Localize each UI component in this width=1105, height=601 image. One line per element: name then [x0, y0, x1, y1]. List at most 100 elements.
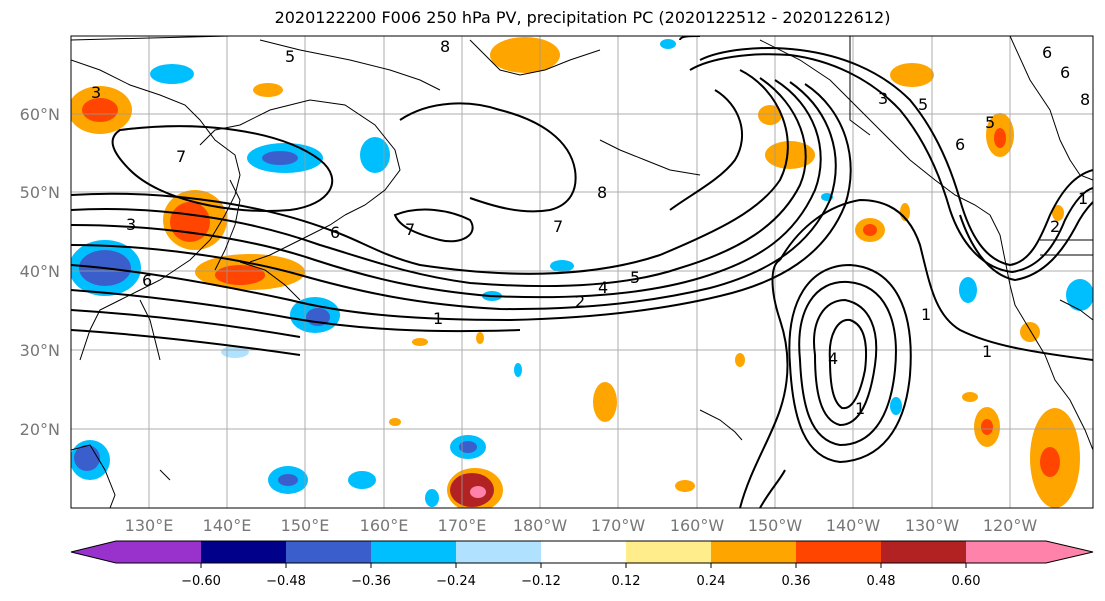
precip-anomaly-fields [71, 37, 1093, 508]
precip-negative-patch [348, 471, 376, 489]
lat-label: 60°N [20, 105, 60, 124]
lon-label: 140°W [826, 516, 881, 535]
map-title: 2020122200 F006 250 hPa PV, precipitatio… [274, 8, 891, 27]
lon-label: 120°W [983, 516, 1038, 535]
precip-positive-patch [1040, 447, 1060, 477]
precip-positive-patch [758, 105, 782, 125]
pv-contour-label: 1 [982, 342, 992, 361]
pv-contour-label: 5 [985, 113, 995, 132]
lat-label: 20°N [20, 420, 60, 439]
lon-label: 150°W [748, 516, 803, 535]
colorbar-segment [201, 541, 287, 563]
colorbar-tick-label: −0.24 [436, 574, 476, 589]
colorbar-tick-label: −0.36 [351, 574, 391, 589]
pv-contour-label: 6 [142, 271, 152, 290]
longitude-labels: 130°E 140°E 150°E 160°E 170°E 180°W 170°… [125, 516, 1038, 535]
precip-positive-patch [170, 202, 210, 242]
colorbar-segment [796, 541, 882, 563]
precip-positive-patch [476, 332, 484, 344]
coastlines [71, 36, 1093, 508]
lat-label: 30°N [20, 341, 60, 360]
precip-positive-patch [675, 480, 695, 492]
precip-negative-patch [278, 474, 298, 486]
colorbar-tick-label: −0.48 [266, 574, 306, 589]
map-frame [70, 35, 1094, 509]
precip-positive-patch [962, 392, 978, 402]
pv-contour-label: 8 [1080, 90, 1090, 109]
colorbar: −0.60 −0.48 −0.36 −0.24 −0.12 0.12 0.24 … [70, 540, 1094, 589]
precip-negative-patch [74, 445, 100, 471]
pv-contour-label: 8 [440, 37, 450, 56]
colorbar-segment [541, 541, 627, 563]
precip-positive-patch [994, 128, 1006, 148]
precip-positive-patch [593, 382, 617, 422]
colorbar-tick-label: −0.60 [181, 574, 221, 589]
precip-positive-patch [981, 419, 993, 435]
precip-positive-patch [765, 141, 815, 169]
pv-contour-label: 3 [91, 83, 101, 102]
map-panel: 5 8 6 7 3 6 1 7 6 8 7 4 5 2 1 1 1 4 5 3 … [71, 36, 1093, 508]
pv-contour-label: 2 [1050, 217, 1060, 236]
precip-positive-patch [389, 418, 401, 426]
colorbar-tick-label: 0.60 [952, 574, 981, 589]
lon-label: 180°W [513, 516, 568, 535]
precip-positive-patch [470, 486, 486, 498]
colorbar-max-extension [1046, 541, 1093, 563]
pv-contour-label: 8 [597, 183, 607, 202]
pv-contour-labels: 5 8 6 7 3 6 1 7 6 8 7 4 5 2 1 1 1 4 5 3 … [91, 37, 1090, 418]
pv-contour-label: 6 [1060, 63, 1070, 82]
pv-contour-label: 5 [285, 47, 295, 66]
pv-contour-label: 7 [553, 217, 563, 236]
precip-negative-patch [262, 151, 298, 165]
pv-contour-label: 5 [630, 268, 640, 287]
lon-label: 130°W [905, 516, 960, 535]
precip-negative-patch [360, 137, 390, 173]
colorbar-min-extension [71, 541, 117, 563]
lon-label: 160°E [360, 516, 409, 535]
pv-contour-label: 2 [575, 292, 585, 311]
lon-label: 160°W [670, 516, 725, 535]
colorbar-segment [966, 541, 1047, 563]
colorbar-segment [711, 541, 797, 563]
precip-positive-patch [253, 83, 283, 97]
precip-negative-patch [890, 397, 902, 415]
colorbar-tick-label: 0.48 [867, 574, 896, 589]
precip-positive-patch [890, 63, 934, 87]
pv-contour-label: 1 [921, 305, 931, 324]
precip-negative-patch [959, 277, 977, 303]
precip-negative-patch [425, 489, 439, 507]
precip-negative-patch [660, 39, 676, 49]
pv-contour-label: 6 [1042, 43, 1052, 62]
colorbar-outline [70, 540, 1094, 564]
precip-negative-patch [221, 346, 249, 358]
precip-negative-patch [459, 441, 477, 453]
pv-contour-label: 1 [1078, 189, 1088, 208]
precip-positive-patch [1020, 322, 1040, 342]
pv-contour-label: 7 [405, 220, 415, 239]
precip-positive-patch [735, 353, 745, 367]
lon-label: 140°E [203, 516, 252, 535]
pv-contour-label: 5 [918, 95, 928, 114]
pv-contour-label: 6 [330, 223, 340, 242]
colorbar-tick-label: −0.12 [521, 574, 561, 589]
precip-positive-patch [863, 224, 877, 236]
latitude-labels: 60°N 50°N 40°N 30°N 20°N [20, 105, 60, 439]
precip-negative-patch [514, 363, 522, 377]
pv-contours [71, 36, 1093, 508]
lon-label: 130°E [125, 516, 174, 535]
colorbar-segment [286, 541, 372, 563]
precip-positive-patch [412, 338, 428, 346]
colorbar-segment [626, 541, 712, 563]
colorbar-segment [371, 541, 457, 563]
lon-label: 150°E [281, 516, 330, 535]
colorbar-ticks [200, 563, 967, 568]
lat-label: 40°N [20, 262, 60, 281]
colorbar-tick-labels: −0.60 −0.48 −0.36 −0.24 −0.12 0.12 0.24 … [181, 574, 980, 589]
precip-negative-patch [150, 64, 194, 84]
pv-contour-label: 1 [433, 309, 443, 328]
pv-contour-label: 7 [176, 147, 186, 166]
precip-positive-patch [1052, 205, 1064, 221]
colorbar-tick-label: 0.36 [782, 574, 811, 589]
pv-contour-label: 4 [598, 278, 608, 297]
